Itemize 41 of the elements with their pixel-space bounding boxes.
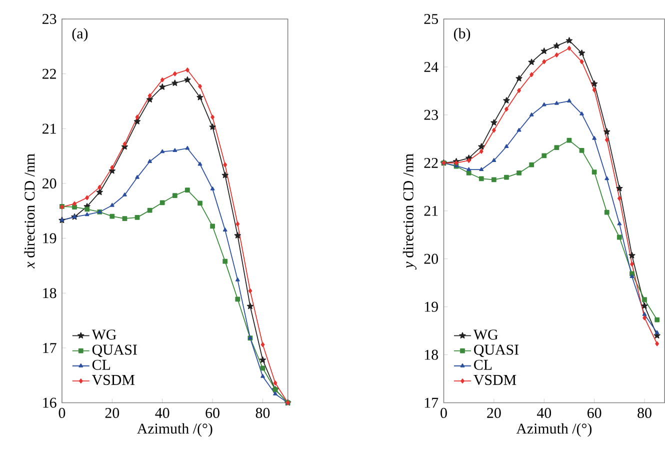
y-tick-label: 21: [42, 124, 56, 134]
x-tick-label: 80: [256, 408, 270, 418]
y-tick-label: 23: [42, 14, 56, 24]
y-axis-title: x direction CD /nm: [24, 154, 35, 269]
x-tick-label: 60: [206, 408, 220, 418]
legend-label: CL: [92, 360, 110, 370]
legend-label: QUASI: [92, 344, 137, 358]
y-tick-label: 19: [424, 302, 438, 312]
y-tick-label: 23: [424, 110, 438, 120]
legend-label: CL: [474, 360, 492, 370]
y-tick-label: 20: [424, 254, 438, 264]
y-tick-label: 18: [43, 288, 56, 298]
x-axis-title: Azimuth /(°): [516, 423, 592, 437]
x-tick-label: 20: [487, 408, 501, 418]
legend-label: QUASI: [474, 344, 519, 358]
x-tick-label: 40: [536, 408, 552, 418]
legend-label: WG: [92, 330, 116, 340]
legend-label: WG: [473, 330, 498, 340]
annotation: (b): [454, 28, 470, 42]
y-tick-label: 17: [43, 343, 56, 353]
y-tick-label: 20: [42, 178, 56, 189]
x-tick-label: 0: [440, 408, 447, 418]
x-tick-label: 20: [105, 408, 120, 418]
y-tick-label: 25: [424, 14, 438, 24]
y-tick-label: 18: [424, 350, 438, 360]
y-tick-label: 19: [43, 233, 56, 244]
x-tick-label: 40: [155, 408, 170, 418]
y-tick-label: 22: [424, 158, 438, 168]
y-tick-label: 16: [43, 398, 56, 408]
x-tick-label: 80: [638, 408, 652, 418]
y-axis-title: y direction CD /nm: [402, 154, 416, 270]
annotation: (a): [72, 28, 88, 42]
x-tick-label: 60: [587, 408, 602, 418]
y-tick-label: 17: [424, 398, 438, 408]
y-tick-label: 22: [42, 69, 56, 79]
legend-label: VSDM: [92, 375, 135, 386]
x-axis-title: Azimuth /(°): [137, 423, 212, 437]
legend-label: VSDM: [474, 375, 516, 386]
y-tick-label: 21: [424, 206, 438, 216]
y-tick-label: 24: [424, 62, 438, 72]
x-tick-label: 0: [58, 408, 66, 418]
